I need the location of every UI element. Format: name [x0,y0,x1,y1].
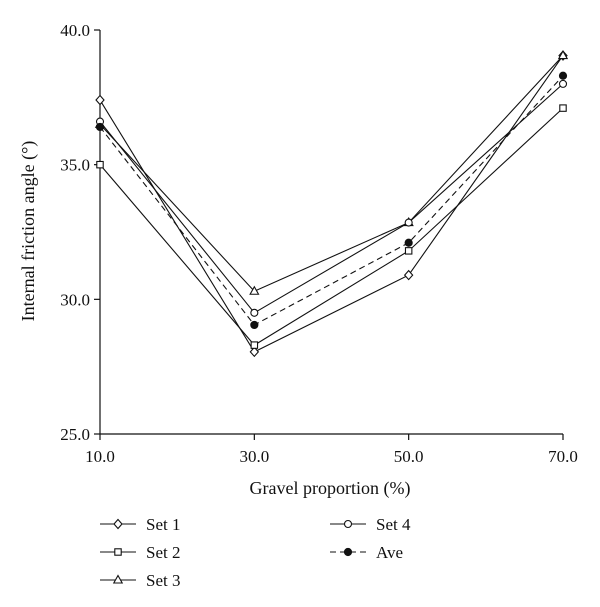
series-line-set-2 [99,107,564,346]
x-tick-label: 50.0 [394,447,424,466]
legend-item-set-4: Set 4 [330,515,411,534]
data-point-set-3 [249,285,260,295]
y-tick-label: 35.0 [60,156,90,175]
x-axis-label: Gravel proportion (%) [250,478,411,499]
legend-label: Ave [376,543,403,562]
legend: Set 1 Set 2 Set 3 Set 4 Ave [100,515,411,590]
data-point-set-3 [557,49,569,60]
data-point-set-2 [96,160,104,169]
legend-marker [343,519,353,529]
series-line-set-3 [99,55,564,292]
series-line-set-4 [99,83,564,314]
series-line-ave [99,75,564,326]
series-line-set-1 [99,55,564,353]
legend-item-set-1: Set 1 [100,515,180,534]
legend-label: Set 3 [146,571,180,590]
data-point-set-1 [403,269,414,281]
axes: 25.0 30.0 35.0 40.0 10.0 30.0 50.0 70.0 [60,21,578,466]
legend-marker [113,518,123,530]
x-tick-label: 70.0 [548,447,578,466]
data-point-set-2 [250,341,259,349]
x-tick-label: 30.0 [239,447,269,466]
data-point-ave [404,238,413,247]
legend-item-set-3: Set 3 [100,571,180,590]
y-tick-label: 40.0 [60,21,90,40]
series-ave [95,71,568,330]
data-point-set-1 [249,346,260,358]
y-tick-label: 25.0 [60,425,90,444]
y-tick-label: 30.0 [60,290,90,309]
data-point-ave [95,122,105,132]
series-set-3 [94,49,569,295]
legend-marker [343,547,353,557]
data-point-ave [250,320,259,330]
legend-marker [112,574,124,584]
data-point-ave [558,71,568,80]
legend-label: Set 4 [376,515,411,534]
series-set-4 [95,79,568,317]
series-set-2 [96,104,567,349]
legend-label: Set 1 [146,515,180,534]
legend-label: Set 2 [146,543,180,562]
legend-item-ave: Ave [330,543,403,562]
x-tick-label: 10.0 [85,447,115,466]
data-point-set-4 [250,308,259,317]
data-point-set-1 [95,94,105,106]
legend-marker [114,548,122,556]
series-layer [94,49,569,358]
data-point-set-2 [404,247,413,255]
y-axis-label: Internal friction angle (°) [18,141,39,322]
data-point-set-4 [558,79,568,88]
data-point-set-4 [404,218,413,227]
legend-item-set-2: Set 2 [100,543,180,562]
data-point-set-2 [559,104,567,112]
